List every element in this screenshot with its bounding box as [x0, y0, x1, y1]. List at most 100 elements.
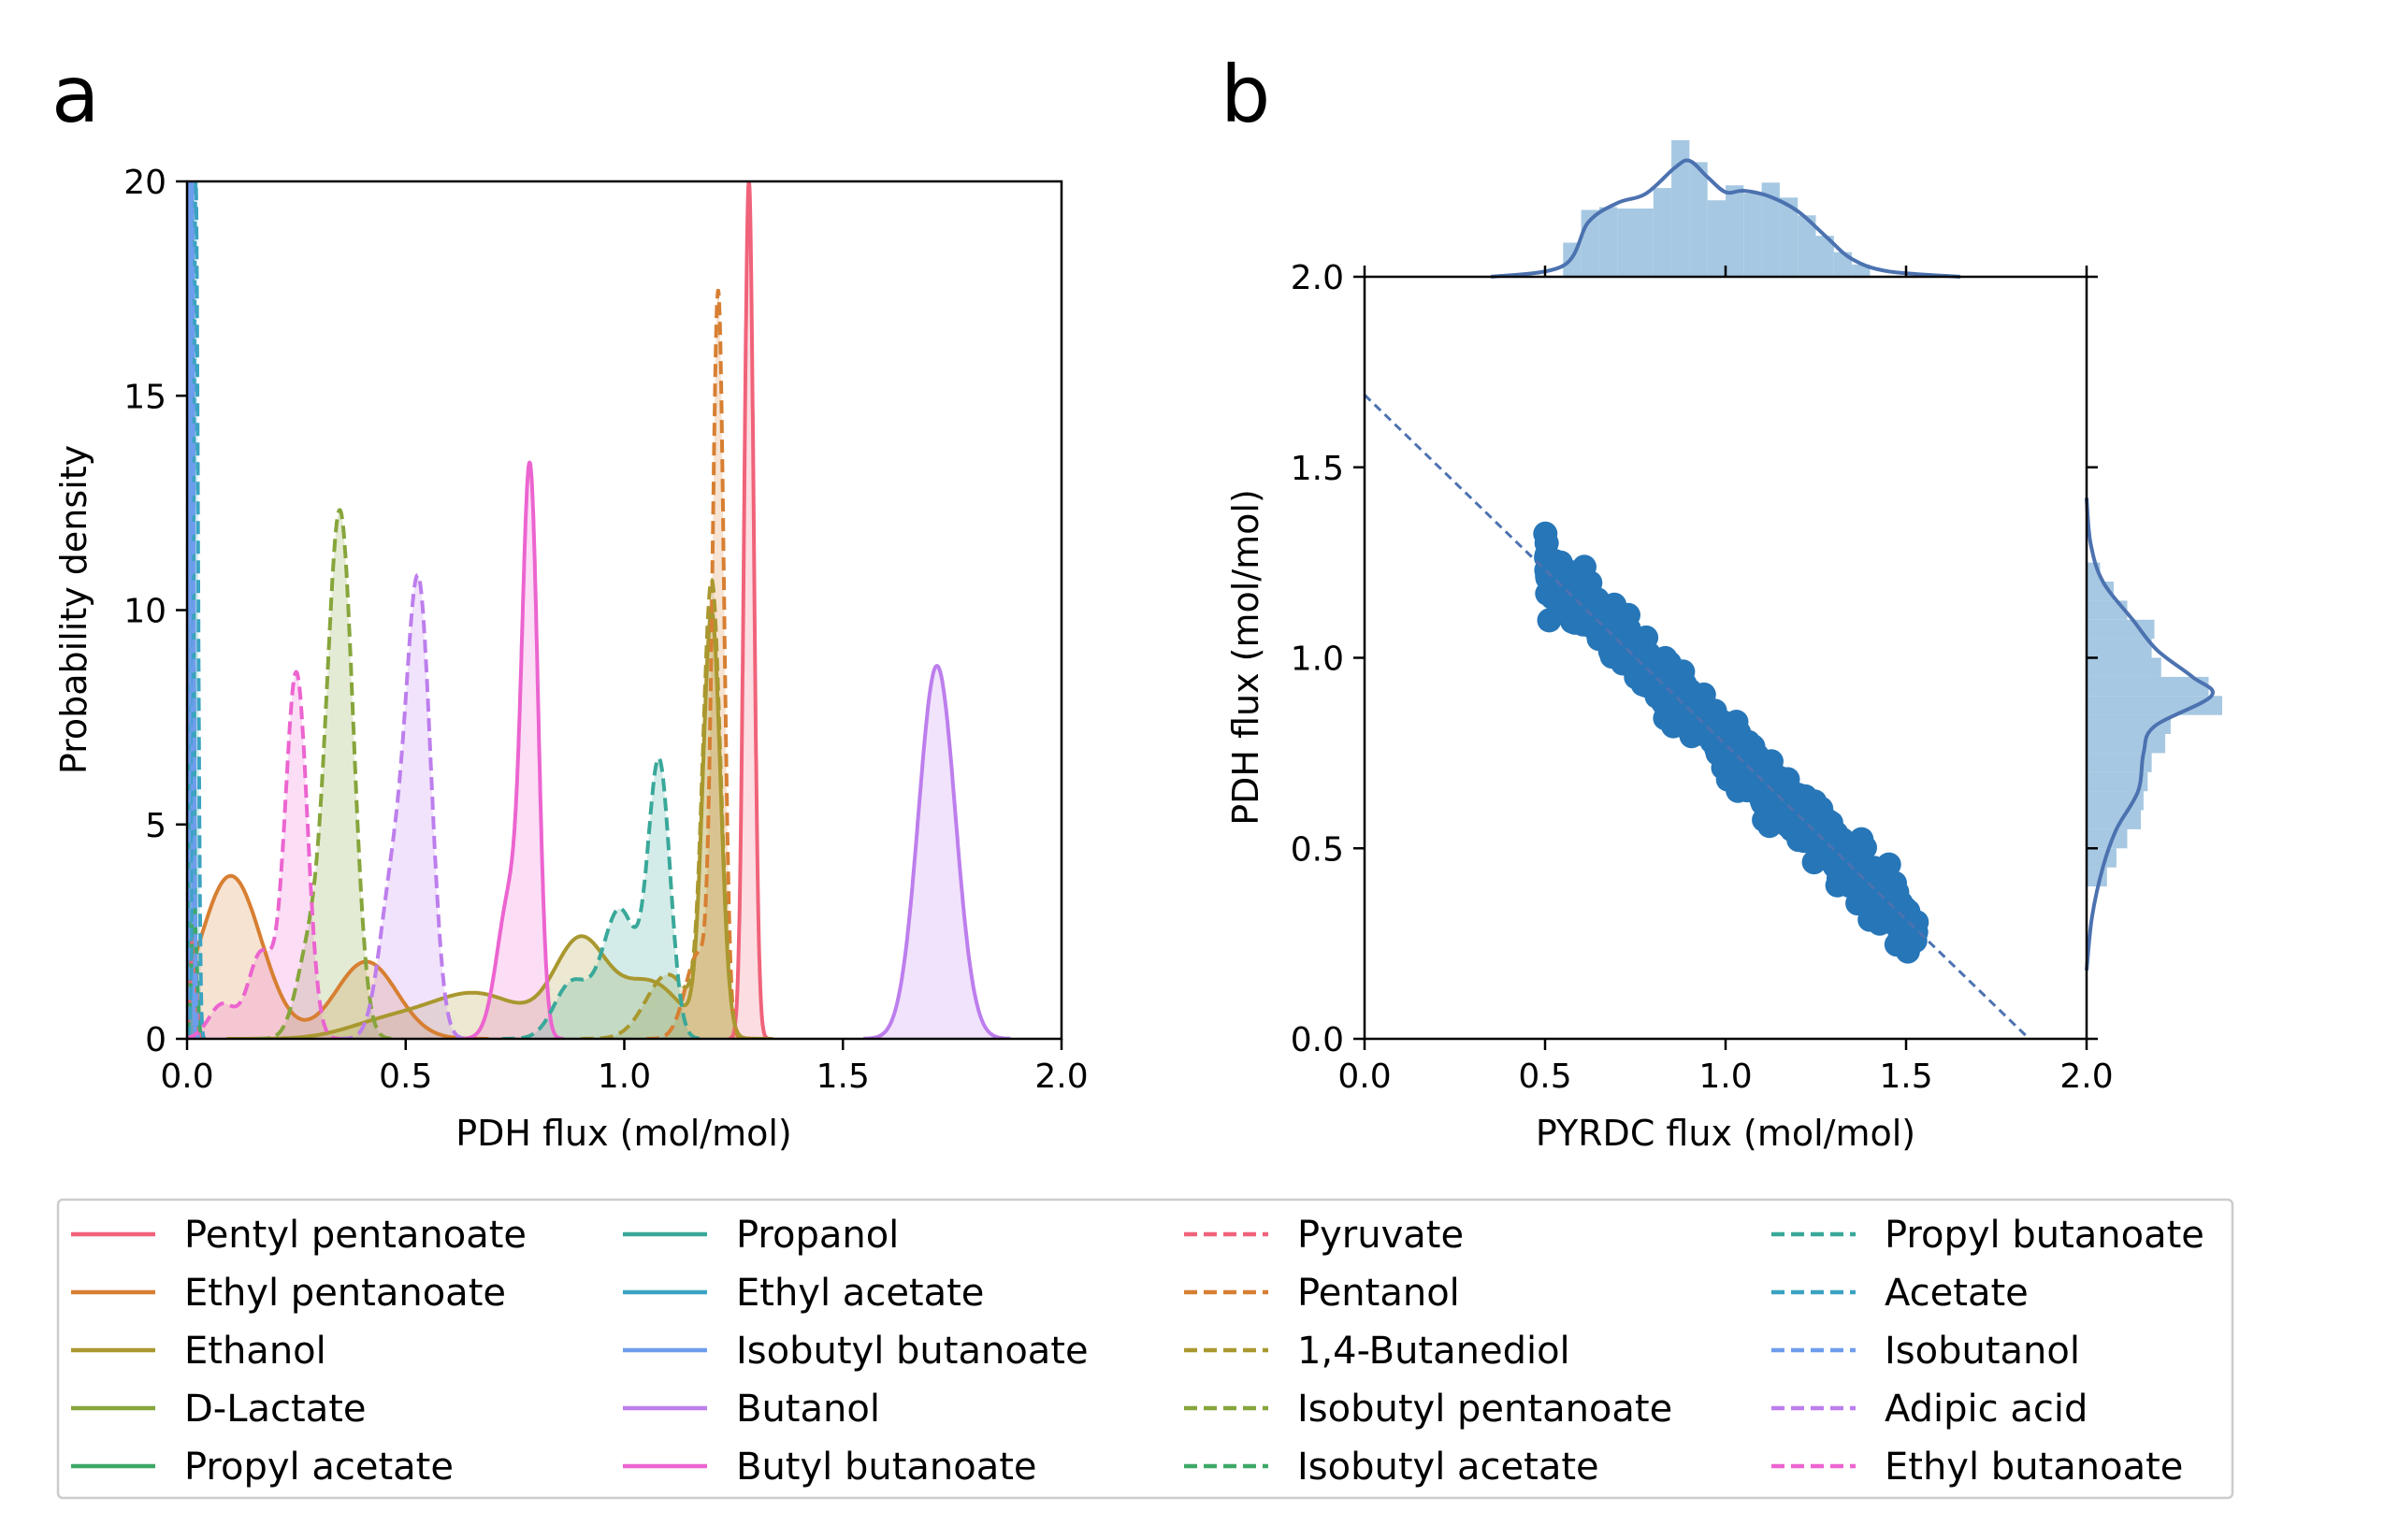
x-tick-label: 2.0 [1034, 1058, 1088, 1096]
legend-item: Pyruvate [1184, 1214, 1464, 1257]
scatter-point [1548, 550, 1573, 575]
density-fill [580, 580, 756, 1039]
x-tick-label: 0.0 [160, 1058, 213, 1096]
scatter-point [1734, 735, 1759, 760]
legend-item: Propanol [623, 1214, 899, 1257]
density-lines [187, 181, 1012, 1039]
density-line [187, 873, 490, 1039]
scatter-point [1767, 765, 1792, 790]
x-axis-ticks-b: 0.0 0.5 1.0 1.5 2.0 [1337, 1039, 2114, 1096]
marginal-x-bar [1635, 209, 1654, 277]
x-tick-label-b: 1.0 [1698, 1058, 1752, 1096]
y-tick-label-b: 0.0 [1291, 1021, 1344, 1059]
marginal-y-bar [2087, 810, 2141, 829]
legend-frame [56, 1198, 2234, 1500]
x-axis-label-b: PYRDC flux (mol/mol) [1536, 1113, 1915, 1154]
y-tick-label: 0 [145, 1021, 166, 1059]
y-tick-label: 10 [123, 593, 166, 631]
scatter-point [1896, 929, 1921, 955]
scatter-point [1594, 626, 1619, 650]
density-line [187, 669, 342, 1039]
x-tick-label: 1.0 [598, 1058, 651, 1096]
legend-label: Acetate [1885, 1272, 2029, 1315]
scatter-point [1656, 662, 1682, 687]
marginal-y-kde [2085, 497, 2215, 971]
density-fill [187, 875, 489, 1039]
legend-label: Pentanol [1297, 1272, 1460, 1315]
density-fill [256, 510, 393, 1039]
marginal-x-bar [1743, 193, 1762, 277]
marginal-x-bar [1617, 209, 1636, 277]
scatter-point [1806, 838, 1831, 863]
marginal-x-bar [1761, 182, 1780, 277]
legend-label: Ethyl pentanoate [184, 1272, 506, 1315]
marginal-y-bar [2087, 676, 2209, 697]
marginal-y-bar [2087, 771, 2148, 792]
x-tick-label: 1.5 [816, 1058, 870, 1096]
panel-label-b: b [1221, 49, 1270, 140]
y-tick-label-b: 2.0 [1291, 259, 1344, 297]
y-tick-label: 15 [123, 378, 166, 416]
legend-label: Isobutyl acetate [1297, 1446, 1599, 1489]
density-fill [730, 181, 769, 1039]
marginal-y-bar [2087, 639, 2152, 658]
x-axis-ticks: 0.0 0.5 1.0 1.5 2.0 [160, 1039, 1089, 1096]
scatter-point [1783, 812, 1808, 837]
legend-item: Butanol [623, 1388, 880, 1431]
scatter-point [1862, 880, 1887, 905]
legend-label: Adipic acid [1885, 1388, 2088, 1431]
legend-label: Isobutyl butanoate [736, 1330, 1089, 1373]
y-tick-label-b: 0.5 [1291, 830, 1344, 869]
marginal-x-kde [1490, 158, 1961, 279]
marginal-x-bar [1779, 197, 1799, 277]
scatter-point [1673, 691, 1698, 716]
marginal-x-bar [1598, 207, 1618, 277]
density-line [500, 756, 705, 1039]
x-tick-label: 0.5 [379, 1058, 432, 1096]
legend-label: D-Lactate [184, 1388, 367, 1431]
scatter-point [1533, 521, 1558, 546]
scatter-point [1621, 637, 1646, 662]
legend-label: Pyruvate [1297, 1214, 1464, 1257]
legend-item: Isobutanol [1771, 1330, 2080, 1373]
y-axis-ticks: 0 5 10 15 20 [123, 164, 187, 1059]
marginal-y-bar [2087, 600, 2128, 620]
legend-item: Ethyl acetate [623, 1272, 984, 1315]
legend-item: Pentanol [1184, 1272, 1460, 1315]
x-tick-label-b: 2.0 [2059, 1058, 2113, 1096]
scatter-point [1703, 725, 1728, 750]
x-tick-label-b: 0.5 [1518, 1058, 1571, 1096]
legend-label: Isobutyl pentanoate [1297, 1388, 1672, 1431]
density-line [339, 573, 470, 1039]
marginal-x-bar [1689, 162, 1708, 277]
marginal-y-bar [2087, 696, 2222, 715]
y-axis-label-b: PDH flux (mol/mol) [1225, 489, 1266, 826]
legend-item: Ethyl butanoate [1771, 1446, 2183, 1489]
legend-item: Isobutyl pentanoate [1184, 1388, 1672, 1431]
legend-item: Pentyl pentanoate [71, 1214, 527, 1257]
marginal-y-bar [2087, 848, 2117, 868]
legend-item: Adipic acid [1771, 1388, 2088, 1431]
density-line [579, 578, 758, 1039]
marginal-x-bar [1671, 140, 1690, 277]
marginal-y-histogram [2085, 497, 2222, 971]
marginal-x-bar [1707, 200, 1726, 277]
scatter-point [1750, 791, 1775, 816]
legend-item: D-Lactate [71, 1388, 367, 1431]
legend-item: Propyl acetate [71, 1446, 454, 1489]
marginal-x-bar [1726, 185, 1744, 277]
scatter-points [1533, 521, 1929, 964]
plot-b-frame [1363, 275, 2088, 1041]
legend-label: Ethanol [184, 1330, 326, 1373]
legend-item: Ethanol [71, 1330, 326, 1373]
density-fill [340, 575, 469, 1039]
density-fill [457, 462, 563, 1039]
density-line [728, 181, 771, 1039]
scatter-point [1768, 789, 1793, 814]
scatter-point [1539, 571, 1564, 597]
legend-item: Butyl butanoate [623, 1446, 1037, 1489]
legend-item: Propyl butanoate [1771, 1214, 2204, 1257]
legend-label: Propanol [736, 1214, 899, 1257]
x-tick-label-b: 1.5 [1879, 1058, 1932, 1096]
